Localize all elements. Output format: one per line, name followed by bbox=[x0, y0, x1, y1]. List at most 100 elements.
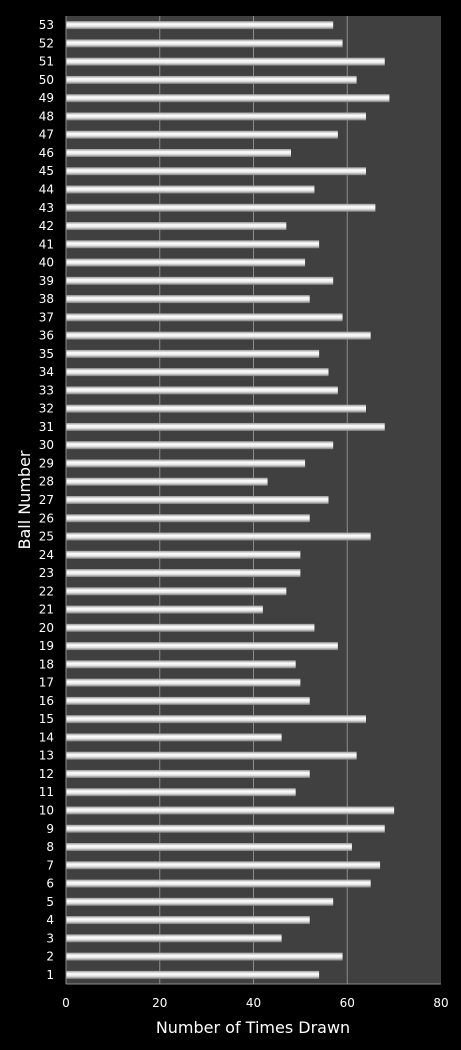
y-tick-label: 13 bbox=[39, 749, 54, 763]
y-tick-label: 21 bbox=[39, 603, 54, 617]
y-tick-label: 24 bbox=[39, 548, 54, 562]
y-tick-label: 4 bbox=[46, 913, 54, 927]
bar-ball-53 bbox=[66, 21, 334, 30]
y-tick-label: 41 bbox=[39, 237, 54, 251]
bars bbox=[66, 21, 395, 979]
bar-ball-7 bbox=[66, 861, 381, 870]
bar-ball-40 bbox=[66, 258, 306, 267]
bar-ball-32 bbox=[66, 404, 366, 413]
y-tick-label: 1 bbox=[46, 968, 54, 982]
bar-ball-11 bbox=[66, 788, 296, 797]
y-tick-label: 38 bbox=[39, 292, 54, 306]
x-tick-label: 80 bbox=[433, 996, 448, 1010]
x-tick-label: 40 bbox=[246, 996, 261, 1010]
bar-ball-35 bbox=[66, 349, 320, 358]
bar-ball-45 bbox=[66, 167, 366, 176]
y-tick-label: 18 bbox=[39, 657, 54, 671]
bar-ball-9 bbox=[66, 824, 385, 833]
y-tick-label: 43 bbox=[39, 201, 54, 215]
y-tick-label: 34 bbox=[39, 365, 54, 379]
y-tick-label: 22 bbox=[39, 584, 54, 598]
y-tick-label: 10 bbox=[39, 803, 54, 817]
x-tick-label: 60 bbox=[340, 996, 355, 1010]
bar-ball-49 bbox=[66, 94, 390, 103]
y-tick-label: 3 bbox=[46, 931, 54, 945]
y-tick-labels: 1234567891011121314151617181920212223242… bbox=[39, 18, 54, 982]
bar-ball-2 bbox=[66, 952, 343, 961]
bar-ball-43 bbox=[66, 203, 376, 212]
bar-ball-28 bbox=[66, 477, 268, 486]
bar-ball-22 bbox=[66, 587, 287, 596]
y-tick-label: 16 bbox=[39, 694, 54, 708]
bar-ball-24 bbox=[66, 550, 301, 559]
y-tick-label: 31 bbox=[39, 420, 54, 434]
y-tick-label: 28 bbox=[39, 475, 54, 489]
y-tick-label: 7 bbox=[46, 858, 54, 872]
bar-ball-18 bbox=[66, 660, 296, 669]
y-tick-label: 39 bbox=[39, 274, 54, 288]
x-tick-labels: 0 20 40 60 80 bbox=[62, 996, 448, 1010]
y-tick-label: 9 bbox=[46, 822, 54, 836]
y-tick-label: 32 bbox=[39, 402, 54, 416]
y-tick-label: 53 bbox=[39, 18, 54, 32]
y-tick-label: 23 bbox=[39, 566, 54, 580]
y-tick-label: 50 bbox=[39, 73, 54, 87]
bar-ball-33 bbox=[66, 386, 338, 395]
y-tick-label: 46 bbox=[39, 146, 54, 160]
bar-ball-17 bbox=[66, 678, 301, 687]
bar-ball-26 bbox=[66, 514, 310, 523]
bar-ball-1 bbox=[66, 970, 320, 979]
y-tick-label: 12 bbox=[39, 767, 54, 781]
y-tick-label: 45 bbox=[39, 164, 54, 178]
y-tick-label: 49 bbox=[39, 91, 54, 105]
bar-ball-12 bbox=[66, 769, 310, 778]
bar-ball-48 bbox=[66, 112, 366, 121]
y-tick-label: 40 bbox=[39, 256, 54, 270]
bar-ball-34 bbox=[66, 368, 329, 377]
bar-ball-51 bbox=[66, 57, 385, 66]
bar-ball-10 bbox=[66, 806, 395, 815]
bar-ball-5 bbox=[66, 897, 334, 906]
bar-ball-20 bbox=[66, 623, 315, 632]
bar-ball-30 bbox=[66, 441, 334, 450]
y-tick-label: 8 bbox=[46, 840, 54, 854]
y-tick-label: 25 bbox=[39, 530, 54, 544]
y-axis-title: Ball Number bbox=[15, 450, 34, 549]
bar-ball-13 bbox=[66, 751, 357, 760]
bar-ball-38 bbox=[66, 295, 310, 304]
bar-ball-52 bbox=[66, 39, 343, 48]
bar-ball-19 bbox=[66, 642, 338, 651]
y-tick-label: 26 bbox=[39, 511, 54, 525]
y-tick-label: 14 bbox=[39, 730, 54, 744]
y-tick-label: 5 bbox=[46, 895, 54, 909]
x-tick-label: 20 bbox=[152, 996, 167, 1010]
y-tick-label: 48 bbox=[39, 109, 54, 123]
y-tick-label: 27 bbox=[39, 493, 54, 507]
bar-ball-46 bbox=[66, 148, 291, 157]
bar-ball-42 bbox=[66, 222, 287, 231]
bar-ball-39 bbox=[66, 276, 334, 285]
y-tick-label: 47 bbox=[39, 128, 54, 142]
y-tick-label: 11 bbox=[39, 785, 54, 799]
bar-ball-15 bbox=[66, 715, 366, 724]
y-tick-label: 6 bbox=[46, 877, 54, 891]
y-tick-label: 29 bbox=[39, 456, 54, 470]
bar-ball-3 bbox=[66, 934, 282, 943]
bar-ball-31 bbox=[66, 422, 385, 431]
bar-ball-29 bbox=[66, 459, 306, 468]
bar-ball-14 bbox=[66, 733, 282, 742]
bar-ball-27 bbox=[66, 496, 329, 504]
y-tick-label: 15 bbox=[39, 712, 54, 726]
y-tick-label: 19 bbox=[39, 639, 54, 653]
y-tick-label: 51 bbox=[39, 55, 54, 69]
y-tick-label: 2 bbox=[46, 950, 54, 964]
y-tick-label: 36 bbox=[39, 329, 54, 343]
x-axis-title: Number of Times Drawn bbox=[156, 1018, 350, 1037]
y-tick-label: 35 bbox=[39, 347, 54, 361]
y-tick-label: 52 bbox=[39, 36, 54, 50]
bar-ball-37 bbox=[66, 313, 343, 322]
y-tick-label: 33 bbox=[39, 383, 54, 397]
bar-ball-23 bbox=[66, 569, 301, 578]
y-tick-label: 42 bbox=[39, 219, 54, 233]
